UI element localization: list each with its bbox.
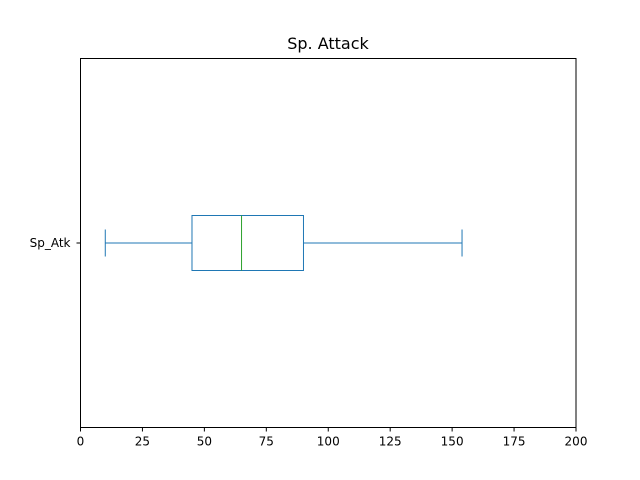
- x-tick-label: 200: [565, 435, 588, 449]
- y-axis: Sp_Atk: [30, 236, 81, 250]
- iqr-box: [191, 215, 304, 271]
- x-tick-label: 75: [259, 435, 274, 449]
- x-tick-label: 150: [441, 435, 464, 449]
- x-tick-label: 0: [77, 435, 85, 449]
- x-tick-label: 125: [379, 435, 402, 449]
- x-tick-label: 50: [197, 435, 212, 449]
- x-tick-label: 175: [503, 435, 526, 449]
- chart-title: Sp. Attack: [287, 34, 369, 53]
- x-tick-label: 100: [317, 435, 340, 449]
- box-series: [104, 215, 463, 271]
- x-tick-label: 25: [135, 435, 150, 449]
- y-category-label: Sp_Atk: [30, 236, 71, 250]
- x-axis: 0 25 50 75 100 125 150 175 200: [77, 427, 588, 449]
